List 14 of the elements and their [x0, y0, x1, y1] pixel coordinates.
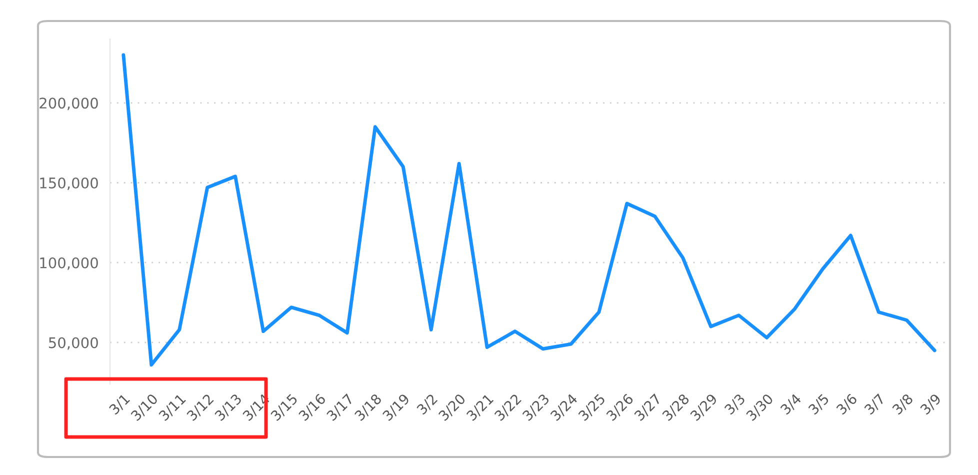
y-tick-label: 150,000	[40, 177, 98, 190]
x-tick-label: 3/8	[892, 393, 914, 416]
y-tick-label: 100,000	[40, 257, 98, 270]
y-tick-label: 50,000	[48, 337, 98, 350]
x-tick-label: 3/9	[920, 393, 942, 416]
x-tick-label: 3/6	[836, 393, 858, 416]
x-tick-label: 3/7	[864, 393, 886, 416]
x-tick-label: 3/2	[416, 393, 438, 416]
x-tick-label: 3/4	[780, 393, 803, 416]
x-tick-label: 3/3	[724, 393, 746, 416]
line-series	[122, 53, 936, 367]
y-tick-label: 200,000	[40, 98, 98, 110]
x-tick-label: 3/1	[108, 393, 131, 416]
x-tick-label: 3/5	[808, 393, 830, 416]
